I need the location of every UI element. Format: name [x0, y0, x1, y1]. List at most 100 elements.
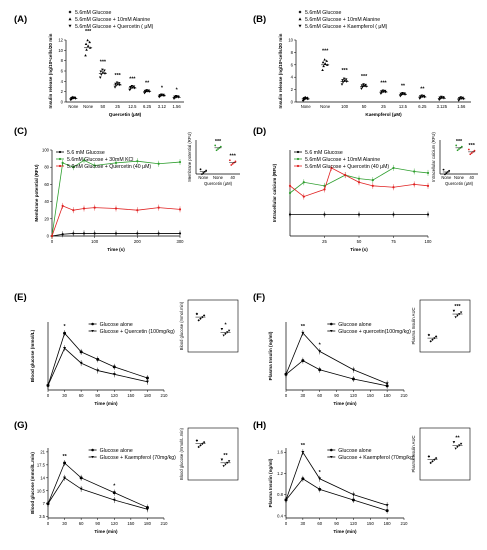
panel-G-ytick-label: 3.5: [39, 514, 45, 519]
panel-D-inset-point: [455, 144, 458, 147]
panel-H-xtick-label: 60: [317, 521, 322, 526]
panel-A-legend-marker: [68, 24, 72, 28]
panel-H-xtick-label: 0: [285, 521, 288, 526]
panel-B-point: [321, 60, 325, 64]
panel-C-ytick-label: 100: [42, 148, 50, 153]
panel-A-sig-mark: *: [176, 87, 179, 93]
panel-G-series-point: [112, 498, 116, 502]
panel-D-inset-point: [467, 148, 470, 151]
panel-C-inset-point: [201, 173, 203, 176]
panel-F-legend-marker: [330, 322, 333, 326]
panel-B-sig-mark: **: [401, 84, 406, 90]
panel-A-xtick-label: 1.56: [173, 104, 182, 109]
panel-A-point: [98, 76, 102, 79]
panel-F-xtick-label: 120: [350, 393, 358, 398]
panel-C-series-point: [136, 209, 139, 212]
panel-E-series-line: [47, 332, 148, 386]
panel-C-xtick-label: 200: [134, 239, 142, 244]
panel-C-legend-label: 5.6 mM Glucose: [67, 150, 105, 156]
panel-G-ytick-label: 10.5: [37, 488, 46, 493]
panel-H-legend-marker: [330, 448, 333, 452]
panel-D-series-point: [371, 179, 374, 182]
panel-H-ytick-label: 1.6: [277, 450, 283, 455]
panel-G-inset-point: [202, 440, 206, 444]
panel-D-legend-label: 5.6 mM Glucose: [305, 150, 343, 156]
panel-E-series-point: [79, 361, 83, 365]
panel-C-series-point: [178, 232, 182, 235]
panel-A-point: [86, 38, 89, 42]
panel-D-series-point: [392, 213, 395, 216]
panel-F-legend-marker: [330, 329, 333, 333]
panel-D-inset-point: [473, 149, 476, 152]
panel-F-series-point: [385, 382, 389, 386]
panel-D-legend-marker: [296, 150, 300, 154]
panel-E-series-point: [96, 369, 100, 373]
panel-D-inset-xtick-label: None: [441, 175, 452, 180]
panel-B-point: [362, 84, 366, 88]
panel-G-xtick-label: 180: [144, 521, 152, 526]
panel-H-series-point: [301, 477, 305, 481]
panel-label-H: (H): [253, 420, 266, 431]
panel-H-series-point: [318, 477, 322, 481]
panel-A-xtick-label: None: [68, 104, 79, 109]
panel-G-legend-marker: [91, 455, 94, 459]
panel-D-series-point: [426, 171, 430, 175]
panel-G-legend-label: Glucose alone: [100, 448, 133, 454]
panel-C-inset-point: [217, 148, 219, 150]
panel-E-inset-point: [202, 314, 206, 317]
panel-C-series-point: [82, 232, 86, 235]
panel-H-sig-mark: **: [301, 443, 306, 449]
panel-D-series-point: [323, 213, 326, 216]
panel-F-series-point: [351, 368, 355, 372]
panel-F-xtick-label: 60: [317, 393, 322, 398]
panel-E-inset-frame: [187, 299, 239, 353]
panel-D-series-point: [302, 195, 305, 198]
panel-G-xtick-label: 120: [111, 521, 119, 526]
panel-D-inset-ylabel: Intracellular calcium (RFU): [431, 132, 436, 182]
panel-D-xtick-label: 75: [391, 239, 396, 244]
panel-G-ytick-label: 17.5: [37, 462, 46, 467]
panel-C-inset-point: [202, 172, 205, 174]
panel-B-ytick-label: 4: [291, 75, 294, 80]
panel-G-series-line: [47, 462, 148, 508]
panel-C-series-point: [72, 232, 75, 235]
panel-H-inset-point: [454, 447, 457, 450]
panel-B-point: [340, 83, 344, 86]
panel-B-ytick-label: 0: [291, 100, 294, 105]
panel-C-inset-xtick-label: 40: [230, 175, 235, 180]
panel-B-legend-marker: [298, 10, 302, 14]
panel-label-G: (G): [14, 420, 28, 431]
panel-D-inset-xtick-label: 40: [469, 175, 474, 180]
panel-F-inset-sig: ***: [454, 304, 461, 310]
panel-C-xlabel: Time (s): [107, 247, 125, 252]
panel-D-legend-label: 5.6mM Glucose + Quercetin (40 μM): [305, 164, 389, 170]
panel-B-xtick-label: None: [320, 104, 331, 109]
panel-F-inset-point: [434, 335, 438, 338]
panel-A-legend-marker: [68, 10, 72, 14]
panel-D-series-point: [288, 213, 292, 216]
panel-H-series-point: [351, 493, 355, 497]
panel-A-ytick-label: 4: [61, 79, 64, 84]
panel-E-legend-marker: [91, 329, 94, 333]
panel-F-series-line: [285, 360, 388, 387]
panel-E-inset-ylabel: Blood glucose (mmol.min): [179, 301, 184, 350]
panel-A-point: [70, 97, 74, 101]
panel-A-ytick-label: 8: [61, 58, 64, 63]
panel-G-xlabel: Time (min): [94, 529, 118, 534]
panel-A-sig-mark: ***: [85, 29, 92, 35]
panel-E-ylabel: Blood glucose (mmol/L): [30, 329, 35, 382]
panel-D-series-point: [288, 184, 292, 187]
panel-F-xtick-label: 0: [285, 393, 288, 398]
panel-D-legend-marker: [296, 157, 300, 161]
panel-C-series-point: [72, 209, 75, 212]
panel-H-xtick-label: 150: [367, 521, 375, 526]
panel-label-D: (D): [253, 126, 266, 137]
panel-F-xlabel: Time (min): [333, 401, 357, 406]
panel-E-xtick-label: 210: [161, 393, 169, 398]
panel-A-point: [101, 71, 105, 74]
panel-F-ylabel: Plasma Insulin (ng/ml): [268, 331, 273, 380]
panel-A-point: [130, 85, 134, 88]
panel-F-inset-point: [452, 309, 456, 313]
panel-D-inset-point: [469, 153, 472, 156]
